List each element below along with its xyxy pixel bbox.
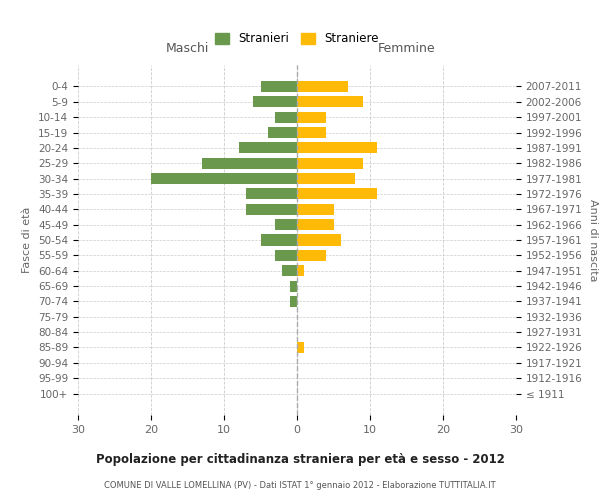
Bar <box>297 204 334 215</box>
Bar <box>297 219 334 230</box>
Bar <box>275 250 297 261</box>
Bar <box>297 127 326 138</box>
Bar <box>239 142 297 154</box>
Bar <box>297 81 348 92</box>
Bar <box>297 158 362 168</box>
Bar <box>202 158 297 168</box>
Bar <box>260 81 297 92</box>
Text: Popolazione per cittadinanza straniera per età e sesso - 2012: Popolazione per cittadinanza straniera p… <box>95 452 505 466</box>
Text: COMUNE DI VALLE LOMELLINA (PV) - Dati ISTAT 1° gennaio 2012 - Elaborazione TUTTI: COMUNE DI VALLE LOMELLINA (PV) - Dati IS… <box>104 481 496 490</box>
Bar <box>297 96 362 108</box>
Bar <box>297 173 355 184</box>
Bar <box>290 280 297 291</box>
Y-axis label: Fasce di età: Fasce di età <box>22 207 32 273</box>
Bar <box>275 219 297 230</box>
Y-axis label: Anni di nascita: Anni di nascita <box>588 198 598 281</box>
Text: Maschi: Maschi <box>166 42 209 54</box>
Text: Femmine: Femmine <box>377 42 436 54</box>
Bar <box>151 173 297 184</box>
Bar <box>290 296 297 307</box>
Bar <box>297 112 326 122</box>
Bar <box>260 234 297 246</box>
Bar <box>297 142 377 154</box>
Bar <box>246 188 297 200</box>
Bar <box>297 250 326 261</box>
Bar <box>268 127 297 138</box>
Bar <box>297 342 304 353</box>
Bar <box>253 96 297 108</box>
Bar <box>297 234 341 246</box>
Bar <box>246 204 297 215</box>
Bar <box>275 112 297 122</box>
Bar <box>283 265 297 276</box>
Bar <box>297 188 377 200</box>
Legend: Stranieri, Straniere: Stranieri, Straniere <box>211 29 383 49</box>
Bar <box>297 265 304 276</box>
